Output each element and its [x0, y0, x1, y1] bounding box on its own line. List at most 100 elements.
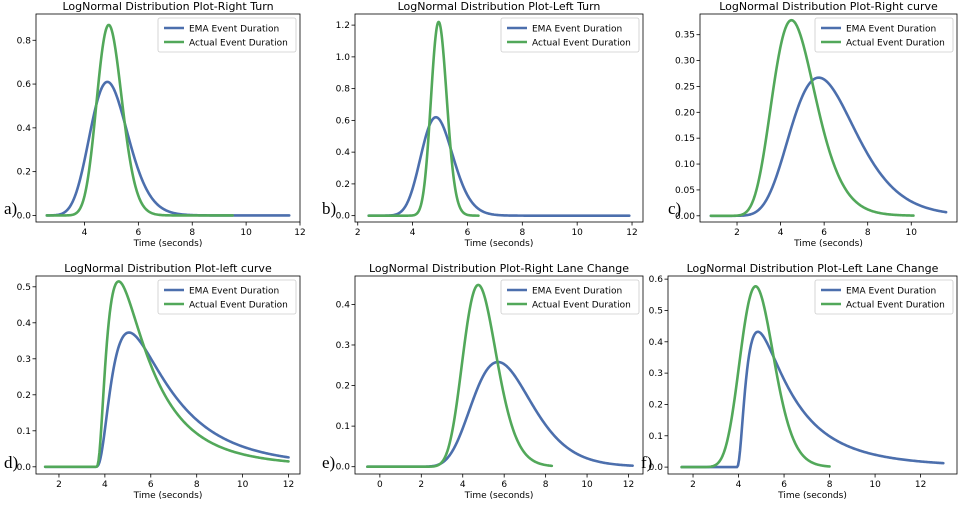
- panel-tag: e): [322, 453, 335, 472]
- x-tick-label: 6: [148, 480, 154, 490]
- legend-actual-label: Actual Event Duration: [846, 300, 945, 310]
- x-axis-label: Time (seconds): [793, 239, 863, 249]
- actual-series-line: [367, 20, 480, 217]
- x-axis-label: Time (seconds): [777, 491, 847, 501]
- panel-tag: c): [668, 199, 681, 218]
- x-tick-label: 2: [355, 228, 361, 238]
- x-axis-label: Time (seconds): [464, 239, 534, 249]
- legend-ema-label: EMA Event Duration: [189, 286, 279, 296]
- ema-series-line: [680, 330, 945, 469]
- plot-frame: [699, 13, 958, 223]
- actual-series-line: [366, 283, 554, 469]
- x-tick-label: 6: [821, 228, 827, 238]
- panel-tag: d): [4, 453, 18, 472]
- legend-box: [157, 17, 297, 53]
- x-tick-label: 2: [734, 228, 740, 238]
- y-tick-label: 0.4: [17, 124, 32, 134]
- x-tick-label: 4: [778, 228, 784, 238]
- y-tick-label: 0.35: [675, 31, 695, 41]
- y-tick-label: 0.4: [336, 148, 351, 158]
- y-tick-label: 0.1: [336, 422, 350, 432]
- x-tick-label: 10: [571, 228, 583, 238]
- x-tick-label: 8: [543, 480, 549, 490]
- y-tick-label: 0.6: [17, 80, 32, 90]
- y-tick-label: 0.6: [649, 275, 664, 285]
- y-tick-label: 0.4: [649, 338, 664, 348]
- chart-panel-f: LogNormal Distribution Plot-Left Lane Ch…: [641, 262, 958, 501]
- x-tick-label: 8: [194, 480, 200, 490]
- chart-panel-c: LogNormal Distribution Plot-Right curve 2…: [668, 0, 958, 249]
- chart-title: LogNormal Distribution Plot-Right Lane C…: [369, 262, 629, 275]
- x-tick-label: 12: [915, 480, 926, 490]
- chart-panel-a: LogNormal Distribution Plot-Right Turn 4 6…: [4, 0, 306, 249]
- legend-box: [500, 279, 640, 315]
- x-tick-label: 10: [237, 480, 249, 490]
- x-tick-label: 4: [460, 480, 466, 490]
- x-tick-label: 10: [906, 228, 918, 238]
- y-tick-label: 0.0: [17, 211, 32, 221]
- x-tick-label: 10: [240, 228, 252, 238]
- legend: EMA Event Duration Actual Event Duration: [814, 17, 954, 53]
- legend-actual-label: Actual Event Duration: [532, 300, 631, 310]
- x-tick-label: 2: [690, 480, 696, 490]
- chart-title: LogNormal Distribution Plot-Right curve: [719, 0, 938, 13]
- x-tick-label: 4: [410, 228, 416, 238]
- y-tick-label: 0.2: [336, 382, 350, 392]
- ema-series-line: [45, 80, 291, 217]
- y-tick-label: 0.1: [649, 432, 663, 442]
- legend: EMA Event Duration Actual Event Duration: [814, 279, 954, 315]
- legend-ema-label: EMA Event Duration: [846, 24, 936, 34]
- x-tick-label: 6: [781, 480, 787, 490]
- x-tick-label: 2: [56, 480, 62, 490]
- y-tick-label: 1.2: [336, 21, 350, 31]
- y-tick-label: 0.0: [649, 463, 664, 473]
- chart-title: LogNormal Distribution Plot-left curve: [64, 262, 272, 275]
- chart-panel-d: LogNormal Distribution Plot-left curve 2 4…: [4, 262, 301, 501]
- y-tick-label: 0.5: [649, 306, 663, 316]
- legend-actual-label: Actual Event Duration: [189, 38, 288, 48]
- chart-title: LogNormal Distribution Plot-Right Turn: [62, 0, 273, 13]
- panel-tag: b): [322, 199, 336, 218]
- actual-series-line: [680, 285, 831, 469]
- x-tick-label: 4: [82, 228, 88, 238]
- x-axis-label: Time (seconds): [133, 239, 203, 249]
- legend-ema-label: EMA Event Duration: [532, 24, 622, 34]
- chart-panel-b: LogNormal Distribution Plot-Left Turn 2 4 6…: [322, 0, 644, 249]
- y-tick-label: 0.1: [17, 427, 31, 437]
- y-tick-label: 0.0: [336, 463, 351, 473]
- x-tick-label: 8: [827, 480, 833, 490]
- y-tick-label: 0.4: [17, 319, 32, 329]
- legend-ema-label: EMA Event Duration: [189, 24, 279, 34]
- y-tick-label: 0.8: [17, 36, 32, 46]
- x-tick-label: 6: [501, 480, 507, 490]
- chart-title: LogNormal Distribution Plot-Left Turn: [398, 0, 601, 13]
- y-tick-label: 1.0: [336, 53, 351, 63]
- y-tick-label: 0.3: [17, 355, 31, 365]
- legend-actual-label: Actual Event Duration: [532, 38, 631, 48]
- x-tick-label: 12: [623, 480, 634, 490]
- x-tick-label: 12: [626, 228, 637, 238]
- panel-tag: f): [641, 453, 652, 472]
- legend: EMA Event Duration Actual Event Duration: [157, 279, 297, 315]
- x-tick-label: 12: [294, 228, 305, 238]
- x-tick-label: 6: [465, 228, 471, 238]
- legend: EMA Event Duration Actual Event Duration: [500, 17, 640, 53]
- y-tick-label: 0.4: [336, 300, 351, 310]
- x-tick-label: 8: [519, 228, 525, 238]
- y-tick-label: 0.05: [675, 186, 695, 196]
- legend-box: [500, 17, 640, 53]
- y-tick-label: 0.5: [17, 283, 31, 293]
- plot-frame: [354, 275, 644, 475]
- x-tick-label: 8: [189, 228, 195, 238]
- y-tick-label: 0.2: [336, 180, 350, 190]
- actual-series-line: [45, 23, 234, 217]
- legend-ema-label: EMA Event Duration: [846, 286, 936, 296]
- plot-frame: [35, 13, 301, 223]
- ema-series-line: [709, 76, 948, 218]
- chart-title: LogNormal Distribution Plot-Left Lane Ch…: [687, 262, 939, 275]
- y-tick-label: 0.10: [675, 160, 695, 170]
- y-tick-label: 0.30: [675, 57, 695, 67]
- x-tick-label: 4: [102, 480, 108, 490]
- y-tick-label: 0.00: [675, 212, 695, 222]
